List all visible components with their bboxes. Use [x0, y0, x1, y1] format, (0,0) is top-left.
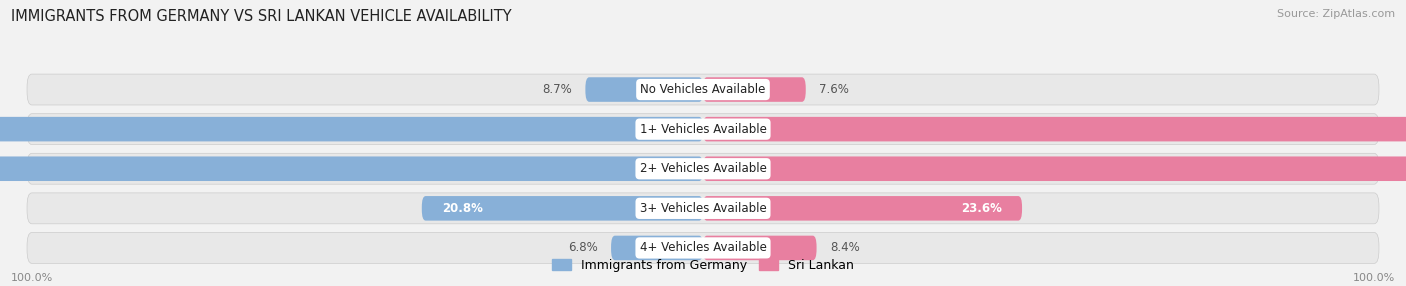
FancyBboxPatch shape [422, 196, 703, 221]
Text: IMMIGRANTS FROM GERMANY VS SRI LANKAN VEHICLE AVAILABILITY: IMMIGRANTS FROM GERMANY VS SRI LANKAN VE… [11, 9, 512, 23]
Text: 2+ Vehicles Available: 2+ Vehicles Available [640, 162, 766, 175]
FancyBboxPatch shape [703, 117, 1406, 141]
FancyBboxPatch shape [27, 193, 1379, 224]
FancyBboxPatch shape [0, 117, 703, 141]
Text: No Vehicles Available: No Vehicles Available [640, 83, 766, 96]
FancyBboxPatch shape [703, 77, 806, 102]
FancyBboxPatch shape [703, 236, 817, 260]
Text: 4+ Vehicles Available: 4+ Vehicles Available [640, 241, 766, 255]
FancyBboxPatch shape [703, 196, 1022, 221]
Text: 100.0%: 100.0% [11, 273, 53, 283]
FancyBboxPatch shape [27, 74, 1379, 105]
Text: 20.8%: 20.8% [441, 202, 482, 215]
Text: 100.0%: 100.0% [1353, 273, 1395, 283]
Legend: Immigrants from Germany, Sri Lankan: Immigrants from Germany, Sri Lankan [547, 254, 859, 277]
Text: 1+ Vehicles Available: 1+ Vehicles Available [640, 123, 766, 136]
FancyBboxPatch shape [27, 114, 1379, 145]
FancyBboxPatch shape [27, 233, 1379, 263]
FancyBboxPatch shape [703, 156, 1406, 181]
Text: 23.6%: 23.6% [960, 202, 1001, 215]
FancyBboxPatch shape [27, 153, 1379, 184]
Text: 6.8%: 6.8% [568, 241, 598, 255]
Text: 3+ Vehicles Available: 3+ Vehicles Available [640, 202, 766, 215]
FancyBboxPatch shape [585, 77, 703, 102]
FancyBboxPatch shape [0, 156, 703, 181]
Text: Source: ZipAtlas.com: Source: ZipAtlas.com [1277, 9, 1395, 19]
FancyBboxPatch shape [612, 236, 703, 260]
Text: 8.4%: 8.4% [830, 241, 860, 255]
Text: 7.6%: 7.6% [820, 83, 849, 96]
Text: 8.7%: 8.7% [543, 83, 572, 96]
